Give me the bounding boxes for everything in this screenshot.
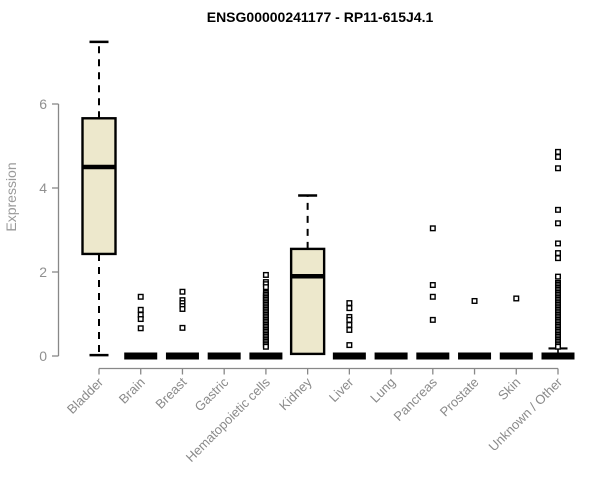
outlier-point (179, 324, 186, 331)
outlier-point (179, 288, 186, 295)
boxplot-prostate (458, 297, 492, 360)
boxplot-hematopoietic-cells (249, 271, 283, 360)
boxplot-liver (332, 300, 366, 360)
boxplot-bladder (81, 40, 117, 357)
y-tick-label: 2 (39, 264, 47, 280)
collapsed-box (249, 352, 283, 360)
outlier-point (262, 284, 269, 291)
iqr-box (289, 247, 326, 356)
iqr-box (81, 117, 117, 256)
x-tick-label: Brain (116, 375, 148, 407)
outlier-point (429, 225, 436, 232)
collapsed-box (499, 352, 533, 360)
outlier-point (554, 255, 561, 262)
outlier-point (554, 153, 561, 160)
x-tick-label: Gastric (192, 374, 232, 414)
boxplot-lung (374, 352, 408, 360)
x-tick-label: Pancreas (390, 374, 440, 424)
outlier-point (554, 240, 561, 247)
collapsed-box (541, 352, 575, 360)
collapsed-box (374, 352, 408, 360)
collapsed-box (416, 352, 450, 360)
x-tick-label: Skin (495, 375, 523, 403)
x-tick-label: Liver (326, 374, 357, 405)
outlier-point (346, 305, 353, 312)
boxplot-unknown-other (541, 148, 575, 360)
outlier-point (346, 316, 353, 323)
collapsed-box (458, 352, 492, 360)
x-tick-label: Bladder (64, 374, 107, 417)
boxplot-skin (499, 295, 533, 360)
x-tick-label: Prostate (437, 375, 482, 420)
x-tick-label: Unknown / Other (486, 374, 566, 454)
outlier-point (137, 293, 144, 300)
collapsed-box (124, 352, 158, 360)
boxplot-gastric (207, 352, 241, 360)
outlier-point (429, 293, 436, 300)
outlier-point (554, 148, 561, 155)
collapsed-box (165, 352, 199, 360)
y-axis-label: Expression (3, 162, 19, 231)
outlier-point (429, 282, 436, 289)
outlier-point (346, 342, 353, 349)
outlier-point (262, 343, 269, 350)
outlier-point (471, 297, 478, 304)
outlier-point (262, 271, 269, 278)
boxplot-brain (124, 293, 158, 360)
outlier-point (346, 300, 353, 307)
x-tick-label: Lung (367, 375, 398, 406)
x-tick-label: Kidney (276, 374, 315, 413)
chart-title: ENSG00000241177 - RP11-615J4.1 (207, 9, 434, 25)
outlier-point (137, 306, 144, 313)
outlier-point (346, 326, 353, 333)
outlier-point (554, 250, 561, 257)
boxplot-breast (165, 288, 199, 360)
outlier-point (554, 206, 561, 213)
outlier-point (554, 165, 561, 172)
outlier-point (513, 295, 520, 302)
outlier-point (137, 325, 144, 332)
outlier-point (554, 220, 561, 227)
y-tick-label: 0 (39, 348, 47, 364)
outlier-point (179, 305, 186, 312)
boxplot-kidney (289, 194, 326, 356)
x-tick-label: Breast (152, 374, 189, 411)
outlier-point (346, 321, 353, 328)
plot-area (81, 40, 575, 360)
y-tick-label: 6 (39, 96, 47, 112)
outlier-point (137, 316, 144, 323)
outlier-point (554, 273, 561, 280)
outlier-point (429, 316, 436, 323)
boxplot-pancreas (416, 225, 450, 360)
y-tick-label: 4 (39, 180, 47, 196)
collapsed-box (332, 352, 366, 360)
collapsed-box (207, 352, 241, 360)
outlier-point (554, 343, 561, 350)
